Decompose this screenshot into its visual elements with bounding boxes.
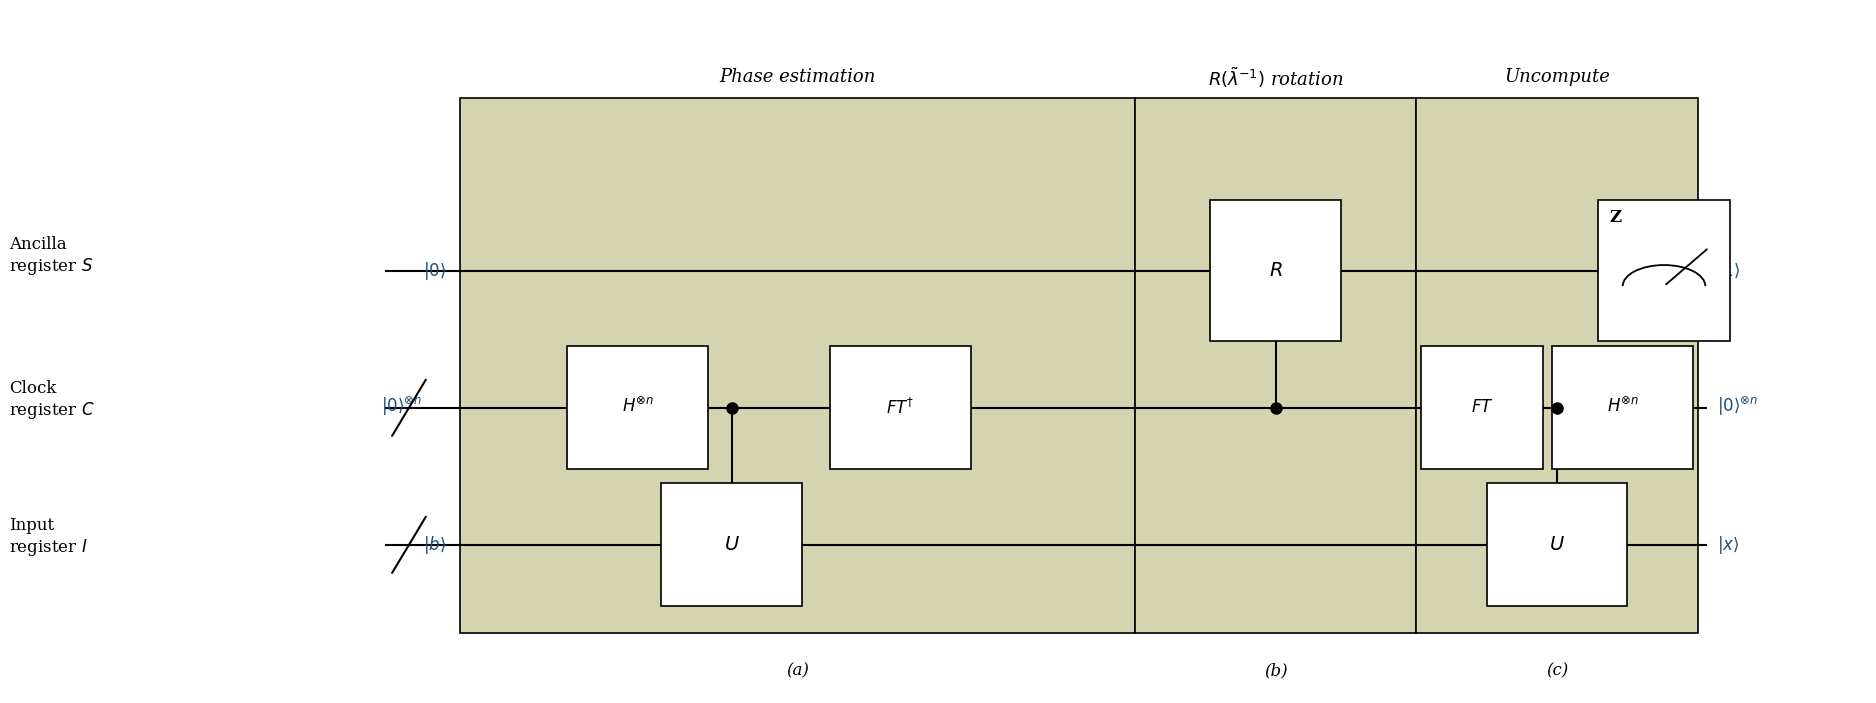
- Bar: [662, 484, 803, 606]
- Bar: [1422, 346, 1542, 470]
- Text: $|b\rangle$: $|b\rangle$: [424, 534, 446, 556]
- Text: $FT$: $FT$: [1471, 399, 1493, 416]
- Text: Ancilla
register $S$: Ancilla register $S$: [9, 236, 94, 277]
- Text: Z: Z: [1610, 209, 1621, 226]
- Bar: [1551, 346, 1692, 470]
- Text: $|0\rangle^{\otimes n}$: $|0\rangle^{\otimes n}$: [1717, 396, 1758, 419]
- Text: (b): (b): [1264, 663, 1287, 680]
- Text: Uncompute: Uncompute: [1505, 68, 1610, 86]
- Text: $H^{\otimes n}$: $H^{\otimes n}$: [621, 398, 655, 418]
- Text: (c): (c): [1546, 663, 1568, 680]
- Bar: [1598, 200, 1730, 341]
- Bar: [1416, 98, 1698, 633]
- Text: $H^{\otimes n}$: $H^{\otimes n}$: [1606, 398, 1640, 418]
- Text: $|1\rangle$: $|1\rangle$: [1717, 259, 1739, 282]
- Text: $R(\tilde{\lambda}^{-1})$ rotation: $R(\tilde{\lambda}^{-1})$ rotation: [1208, 65, 1343, 89]
- Text: $|x\rangle$: $|x\rangle$: [1717, 534, 1739, 556]
- Bar: [829, 346, 972, 470]
- Text: $|0\rangle$: $|0\rangle$: [424, 259, 446, 282]
- Text: $U$: $U$: [1550, 536, 1565, 554]
- Bar: [1135, 98, 1416, 633]
- Text: Clock
register $C$: Clock register $C$: [9, 380, 96, 421]
- Text: $R$: $R$: [1268, 262, 1283, 280]
- Text: $U$: $U$: [724, 536, 739, 554]
- Bar: [1486, 484, 1626, 606]
- Text: $FT^{\dagger}$: $FT^{\dagger}$: [885, 398, 915, 418]
- Bar: [460, 98, 1135, 633]
- Text: (a): (a): [786, 663, 809, 680]
- Text: Input
register $I$: Input register $I$: [9, 517, 88, 558]
- Text: $|0\rangle^{\otimes n}$: $|0\rangle^{\otimes n}$: [381, 396, 422, 419]
- Bar: [567, 346, 709, 470]
- Bar: [1210, 200, 1341, 341]
- Text: Phase estimation: Phase estimation: [719, 68, 876, 86]
